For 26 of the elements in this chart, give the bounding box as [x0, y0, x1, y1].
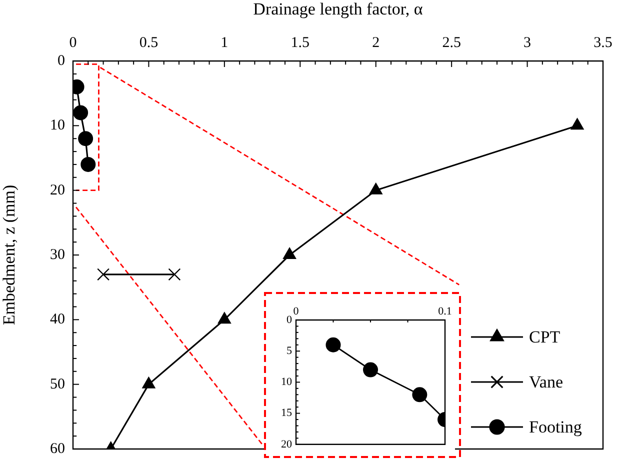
- y-tick-label: 20: [281, 438, 292, 450]
- x-tick-label: 1: [220, 34, 228, 51]
- y-tick-label: 0: [58, 52, 65, 69]
- y-tick-label: 10: [281, 376, 292, 388]
- x-tick-label: 3.5: [594, 34, 612, 51]
- legend-label: Vane: [529, 372, 563, 392]
- y-tick-label: 0: [286, 314, 292, 326]
- x-tick-label: 3: [524, 34, 532, 51]
- y-tick-label: 5: [286, 344, 292, 357]
- x-tick-label: 2.5: [442, 34, 461, 51]
- y-tick-label: 40: [50, 312, 65, 328]
- y-tick-label: 30: [50, 246, 65, 263]
- y-tick-label: 50: [50, 376, 65, 392]
- legend-label: CPT: [529, 327, 561, 346]
- y-tick-label: 20: [50, 182, 65, 198]
- y-axis-title: Embedment, z (mm): [0, 184, 19, 326]
- x-tick-label: 1.5: [290, 34, 310, 51]
- x-axis-title: Drainage length factor, α: [253, 0, 423, 19]
- y-tick-label: 15: [281, 407, 292, 420]
- x-tick-label: 0.1: [438, 305, 452, 318]
- y-tick-label: 10: [50, 118, 65, 134]
- x-tick-label: 2: [372, 34, 380, 51]
- y-tick-label: 60: [50, 440, 65, 457]
- legend-label: Footing: [529, 417, 582, 436]
- x-tick-label: 0.5: [139, 34, 158, 51]
- x-tick-label: 0: [69, 34, 77, 51]
